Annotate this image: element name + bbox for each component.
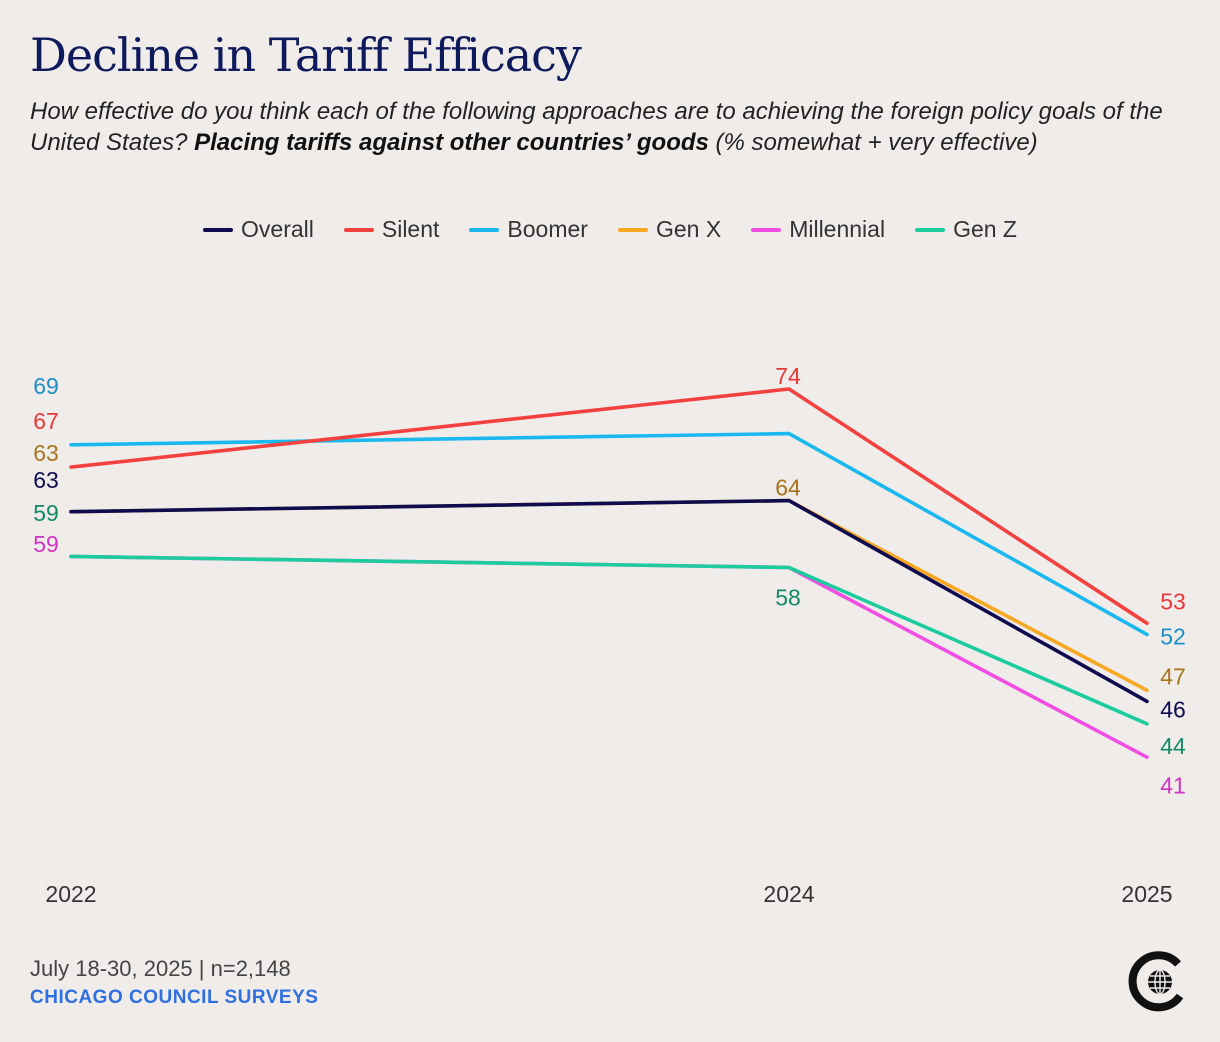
legend-label-millennial: Millennial	[789, 216, 886, 242]
data-label-boomer-2025: 52	[1160, 624, 1186, 650]
series-line-gen-x	[69, 498, 1149, 693]
chart-title: Decline in Tariff Efficacy	[30, 28, 582, 82]
subtitle-question: How effective do you think each of the f…	[30, 98, 1163, 156]
x-tick-label-2024: 2024	[763, 881, 814, 907]
legend-label-overall: Overall	[241, 216, 314, 242]
data-label-millennial-2022: 59	[33, 531, 59, 557]
legend-swatch-millennial	[751, 227, 782, 232]
data-label-gen-x-2025: 47	[1160, 663, 1186, 689]
legend-label-silent: Silent	[381, 216, 440, 242]
data-label-boomer-2022: 69	[33, 373, 59, 399]
x-tick-label-2025: 2025	[1121, 881, 1172, 907]
data-label-gen-x-2022: 63	[33, 440, 59, 466]
legend-label-gen-x: Gen X	[655, 216, 722, 242]
data-label-silent-2025: 53	[1160, 588, 1186, 614]
legend-swatch-gen-x	[617, 227, 648, 232]
subtitle-emphasis: Placing tariffs against other countries’…	[194, 129, 709, 156]
series-line-overall	[69, 498, 1149, 704]
data-label-gen-z-2024: 58	[775, 585, 801, 611]
survey-date-sample: July 18-30, 2025 | n=2,148	[30, 956, 291, 981]
data-label-silent-2024: 74	[775, 363, 801, 389]
legend-swatch-overall	[203, 227, 234, 232]
legend-swatch-gen-z	[915, 227, 946, 232]
x-tick-label-2022: 2022	[45, 881, 96, 907]
chart-legend: Overall Silent Boomer Gen X Millennial Gen Z	[0, 216, 1220, 243]
legend-item-silent: Silent	[343, 216, 440, 243]
legend-item-boomer: Boomer	[469, 216, 588, 243]
data-label-gen-z-2025: 44	[1160, 733, 1186, 759]
data-label-gen-x-2024: 64	[775, 475, 801, 501]
legend-item-gen-x: Gen X	[617, 216, 722, 243]
chicago-council-logo-icon	[1128, 951, 1184, 1012]
legend-swatch-boomer	[469, 227, 500, 232]
legend-item-millennial: Millennial	[751, 216, 885, 243]
data-label-millennial-2025: 41	[1160, 772, 1186, 798]
data-label-silent-2022: 67	[33, 408, 59, 434]
source-credit: CHICAGO COUNCIL SURVEYS	[30, 987, 319, 1008]
legend-swatch-silent	[343, 227, 374, 232]
chart-subtitle: How effective do you think each of the f…	[30, 96, 1200, 158]
series-line-silent	[69, 387, 1149, 626]
series-line-millennial	[69, 554, 1149, 760]
series-line-gen-z	[69, 554, 1149, 726]
legend-item-gen-z: Gen Z	[915, 216, 1017, 243]
legend-label-gen-z: Gen Z	[953, 216, 1017, 242]
legend-item-overall: Overall	[203, 216, 314, 243]
data-label-gen-z-2022: 59	[33, 500, 59, 526]
subtitle-unit: (% somewhat + very effective)	[708, 129, 1038, 156]
data-label-overall-2022: 63	[33, 467, 59, 493]
data-label-overall-2025: 46	[1160, 696, 1186, 722]
legend-label-boomer: Boomer	[507, 216, 588, 242]
